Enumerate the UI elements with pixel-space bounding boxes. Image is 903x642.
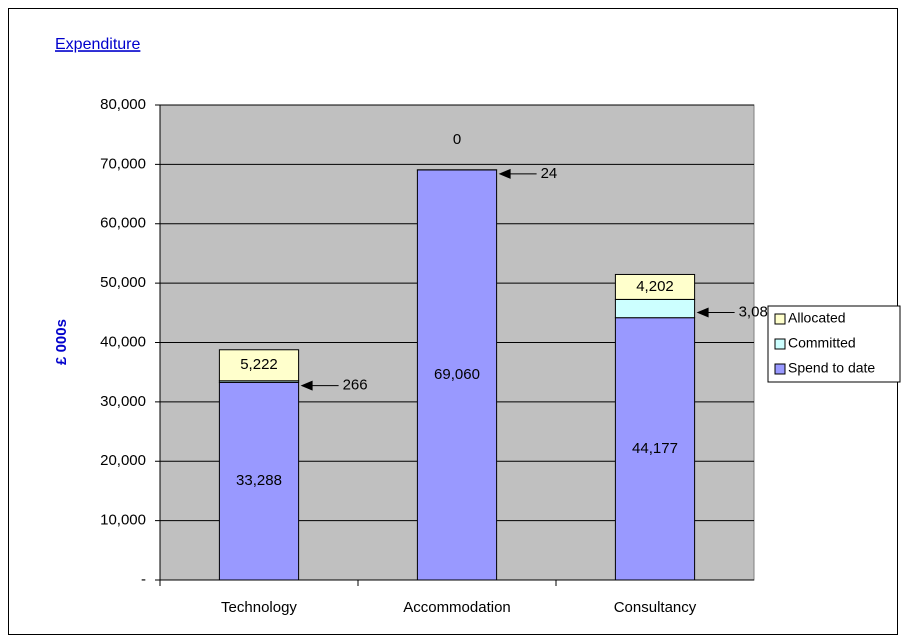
y-tick-label: 80,000 [100,96,146,113]
y-tick-label: 60,000 [100,215,146,232]
data-label: 33,288 [236,472,282,489]
data-label: 24 [541,165,558,182]
legend-box [767,305,901,383]
data-label: 44,177 [632,440,678,457]
legend-swatch [774,338,786,350]
y-tick-label: 10,000 [100,512,146,529]
y-axis-label: £ 000s [53,319,70,365]
bar-segment [614,298,696,319]
data-label: 3,080 [739,304,777,321]
bar-segment [218,349,300,382]
data-label: 266 [343,377,368,394]
x-tick-label: Accommodation [403,599,511,616]
y-tick-label: 30,000 [100,393,146,410]
y-tick-label: 20,000 [100,452,146,469]
legend-label: Spend to date [788,360,875,376]
legend-label: Committed [788,335,856,351]
data-label: 4,202 [636,278,674,295]
bar-segment [218,381,300,581]
legend-label: Allocated [788,310,846,326]
arrow-head [300,380,313,391]
data-label: 5,222 [240,356,278,373]
y-tick-label: - [141,571,146,588]
y-tick-label: 70,000 [100,155,146,172]
bar-segment [416,169,498,581]
chart-title: Expenditure [55,36,140,53]
bar-segment [614,317,696,581]
bar-segment [614,273,696,300]
legend-swatch [774,313,786,325]
x-tick-label: Consultancy [614,599,697,616]
data-label: 0 [453,131,461,148]
x-tick-label: Technology [221,599,297,616]
legend-swatch [774,363,786,375]
arrow-head [696,307,709,318]
arrow-head [498,168,511,179]
data-label: 69,060 [434,366,480,383]
y-tick-label: 50,000 [100,274,146,291]
y-tick-label: 40,000 [100,333,146,350]
